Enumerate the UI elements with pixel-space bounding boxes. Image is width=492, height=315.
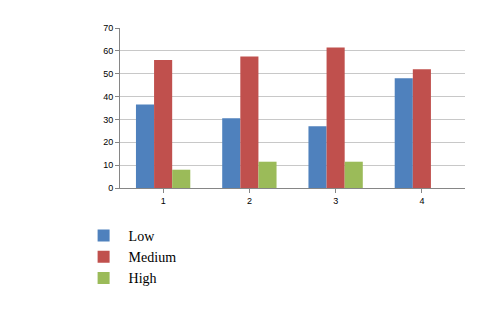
svg-text:10: 10 [103,160,113,170]
svg-text:40: 40 [103,92,113,102]
svg-text:20: 20 [103,137,113,147]
svg-text:0: 0 [108,183,113,193]
svg-text:70: 70 [103,23,113,33]
svg-text:Medium: Medium [129,250,177,265]
svg-text:4: 4 [419,196,424,206]
svg-text:60: 60 [103,46,113,56]
svg-text:3: 3 [333,196,338,206]
svg-text:High: High [129,271,157,286]
svg-text:2: 2 [247,196,252,206]
svg-text:Low: Low [129,229,156,244]
svg-text:50: 50 [103,69,113,79]
svg-text:1: 1 [161,196,166,206]
svg-text:30: 30 [103,115,113,125]
